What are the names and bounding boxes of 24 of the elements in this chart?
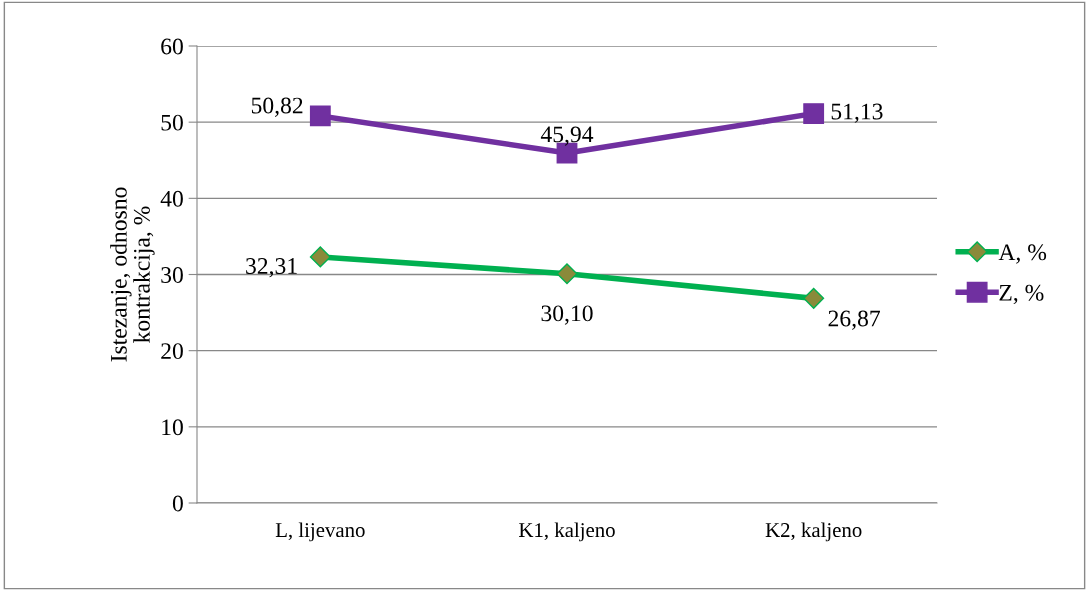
y-tick-label: 10 [162, 419, 183, 436]
y-tick-label: 30 [161, 266, 183, 283]
y-tick-label: 0 [172, 495, 183, 512]
data-label: 32,31 [246, 258, 297, 278]
point [556, 263, 578, 285]
y-tick-label: 40 [160, 190, 183, 207]
point [309, 105, 331, 127]
data-label: 26,87 [828, 310, 880, 330]
y-tick-label: 50 [161, 114, 183, 131]
data-label: 45,94 [540, 126, 594, 146]
x-tick-label: K1, kaljeno [519, 522, 615, 542]
data-label: 50,82 [251, 97, 303, 117]
data-label: 51,13 [831, 103, 883, 123]
legend-label: Z, % [999, 284, 1044, 305]
y-tick-label: 20 [161, 343, 183, 360]
point [803, 287, 825, 309]
y-tick-label: 60 [161, 38, 183, 55]
point [803, 103, 825, 124]
y-axis-title: Istezanje, odnosno kontrakcija, % [110, 187, 155, 362]
x-tick-label: L, lijevano [275, 522, 365, 542]
legend-label: A, % [998, 244, 1047, 264]
x-tick-label: K2, kaljeno [765, 522, 862, 542]
point [309, 246, 331, 268]
data-label: 30,10 [541, 305, 593, 325]
